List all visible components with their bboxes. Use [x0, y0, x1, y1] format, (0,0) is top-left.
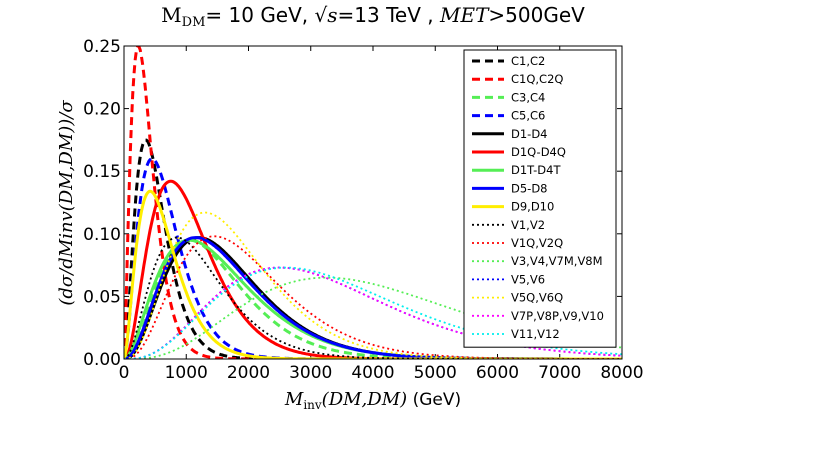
legend-label: V5Q,V6Q [511, 291, 563, 305]
y-tick-label: 0.25 [83, 37, 121, 57]
x-axis-label: Minv(DM,DM) (GeV) [284, 389, 461, 412]
series-line [124, 236, 622, 359]
legend-label: V3,V4,V7M,V8M [511, 254, 603, 268]
x-tick-label: 7000 [538, 363, 581, 383]
x-tick-label: 5000 [414, 363, 457, 383]
x-tick-label: 0 [119, 363, 130, 383]
legend-label: D1Q-D4Q [511, 145, 566, 159]
legend-label: D1-D4 [511, 127, 548, 141]
x-tick-label: 4000 [351, 363, 394, 383]
legend-label: C3,C4 [511, 90, 545, 104]
y-tick-label: 0.00 [83, 350, 121, 370]
y-tick-label: 0.15 [83, 162, 121, 182]
legend-label: V7P,V8P,V9,V10 [511, 309, 604, 323]
x-tick-label: 8000 [600, 363, 643, 383]
y-tick-label: 0.05 [83, 287, 121, 307]
legend-box [463, 49, 617, 348]
chart-title: MDM= 10 GeV, √s=13 TeV , MET>500GeV [161, 3, 585, 30]
legend-label: C1Q,C2Q [511, 72, 563, 86]
plot-frame [123, 45, 623, 360]
x-tick-label: 2000 [227, 363, 270, 383]
legend-label: V1,V2 [511, 218, 545, 232]
x-tick-label: 6000 [476, 363, 519, 383]
legend-label: C1,C2 [511, 54, 545, 68]
y-tick-label: 0.10 [83, 225, 121, 245]
legend-label: C5,C6 [511, 109, 545, 123]
series-line [124, 235, 622, 359]
legend-label: D1T-D4T [511, 163, 561, 177]
series-line [124, 276, 622, 359]
legend-label: V5,V6 [511, 272, 545, 286]
x-tick-label: 3000 [289, 363, 332, 383]
series-line [124, 211, 622, 359]
legend-label: V1Q,V2Q [511, 236, 563, 250]
x-tick-label: 1000 [165, 363, 208, 383]
series-line [124, 266, 622, 359]
legend-label: V11,V12 [511, 327, 560, 341]
legend: C1,C2 C1Q,C2Q C3,C4 C5,C6 D1-D4 D1Q-D4Q D1T-D4… [463, 49, 617, 348]
y-axis-label: (dσ/dMinv(DM,DM))/σ [56, 100, 77, 306]
series-line [124, 189, 622, 359]
legend-label: D5-D8 [511, 181, 548, 195]
legend-label: D9,D10 [511, 200, 554, 214]
y-tick-label: 0.20 [83, 100, 121, 120]
series-line [124, 46, 622, 359]
series-line [124, 266, 622, 359]
